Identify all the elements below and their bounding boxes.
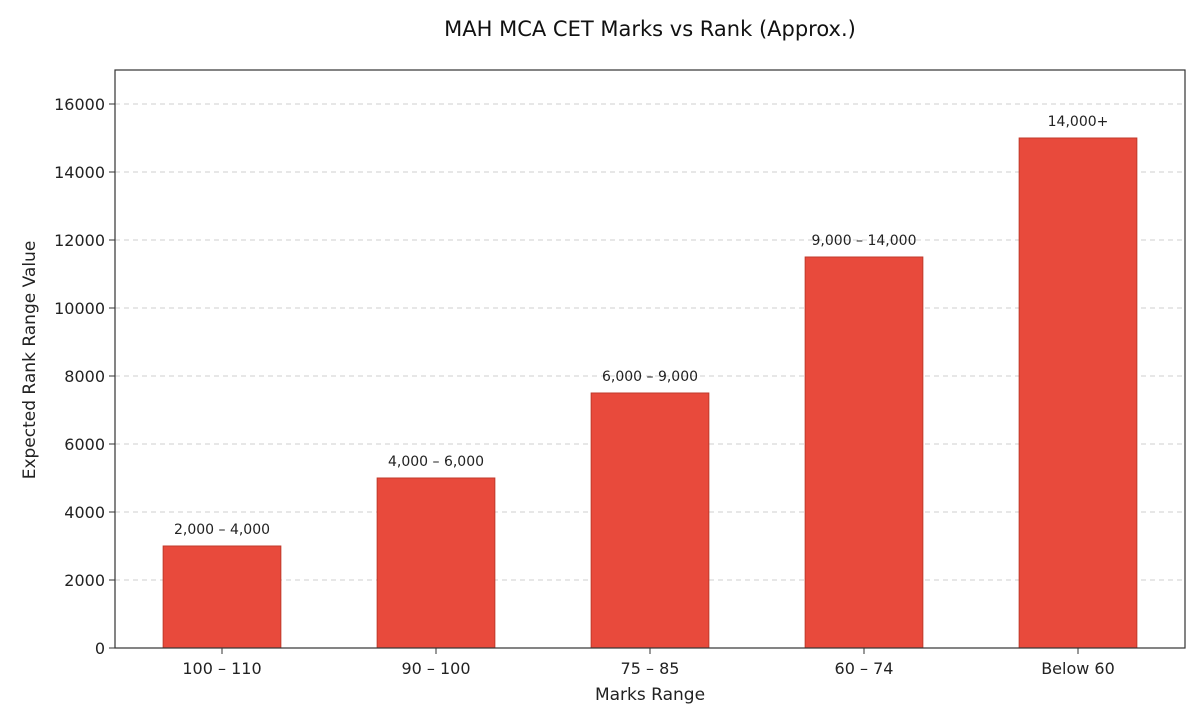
bar-data-label: 14,000+ [1048, 114, 1109, 130]
y-tick-label: 2000 [64, 571, 105, 590]
y-tick-label: 4000 [64, 503, 105, 522]
y-tick-label: 14000 [54, 163, 105, 182]
y-axis-label: Expected Rank Range Value [20, 241, 40, 480]
bar [376, 477, 496, 649]
bar-data-label: 2,000 – 4,000 [174, 522, 270, 538]
y-tick-label: 6000 [64, 435, 105, 454]
bar [804, 256, 924, 649]
bar-data-label: 9,000 – 14,000 [812, 233, 917, 249]
y-tick-label: 8000 [64, 367, 105, 386]
y-axis-ticks: 0 2000 4000 6000 8000 10000 12000 14000 16000 [54, 95, 115, 658]
chart-title: MAH MCA CET Marks vs Rank (Approx.) [444, 17, 856, 41]
bar-data-label: 6,000 – 9,000 [602, 369, 698, 385]
bar-data-label: 4,000 – 6,000 [388, 454, 484, 470]
x-tick-label: 60 – 74 [835, 659, 894, 678]
data-labels: 2,000 – 4,000 4,000 – 6,000 6,000 – 9,000 9… [174, 114, 1108, 538]
bar [1018, 137, 1138, 649]
x-tick-label: Below 60 [1041, 659, 1115, 678]
bars [162, 137, 1138, 649]
x-tick-label: 100 – 110 [182, 659, 261, 678]
x-tick-label: 90 – 100 [401, 659, 470, 678]
x-tick-label: 75 – 85 [621, 659, 680, 678]
y-tick-label: 10000 [54, 299, 105, 318]
x-axis-label: Marks Range [595, 685, 705, 705]
y-tick-label: 0 [95, 639, 105, 658]
y-tick-label: 12000 [54, 231, 105, 250]
bar [590, 392, 710, 649]
x-axis-ticks: 100 – 110 90 – 100 75 – 85 60 – 74 Below 60 [182, 648, 1115, 678]
bar [162, 545, 282, 649]
y-tick-label: 16000 [54, 95, 105, 114]
